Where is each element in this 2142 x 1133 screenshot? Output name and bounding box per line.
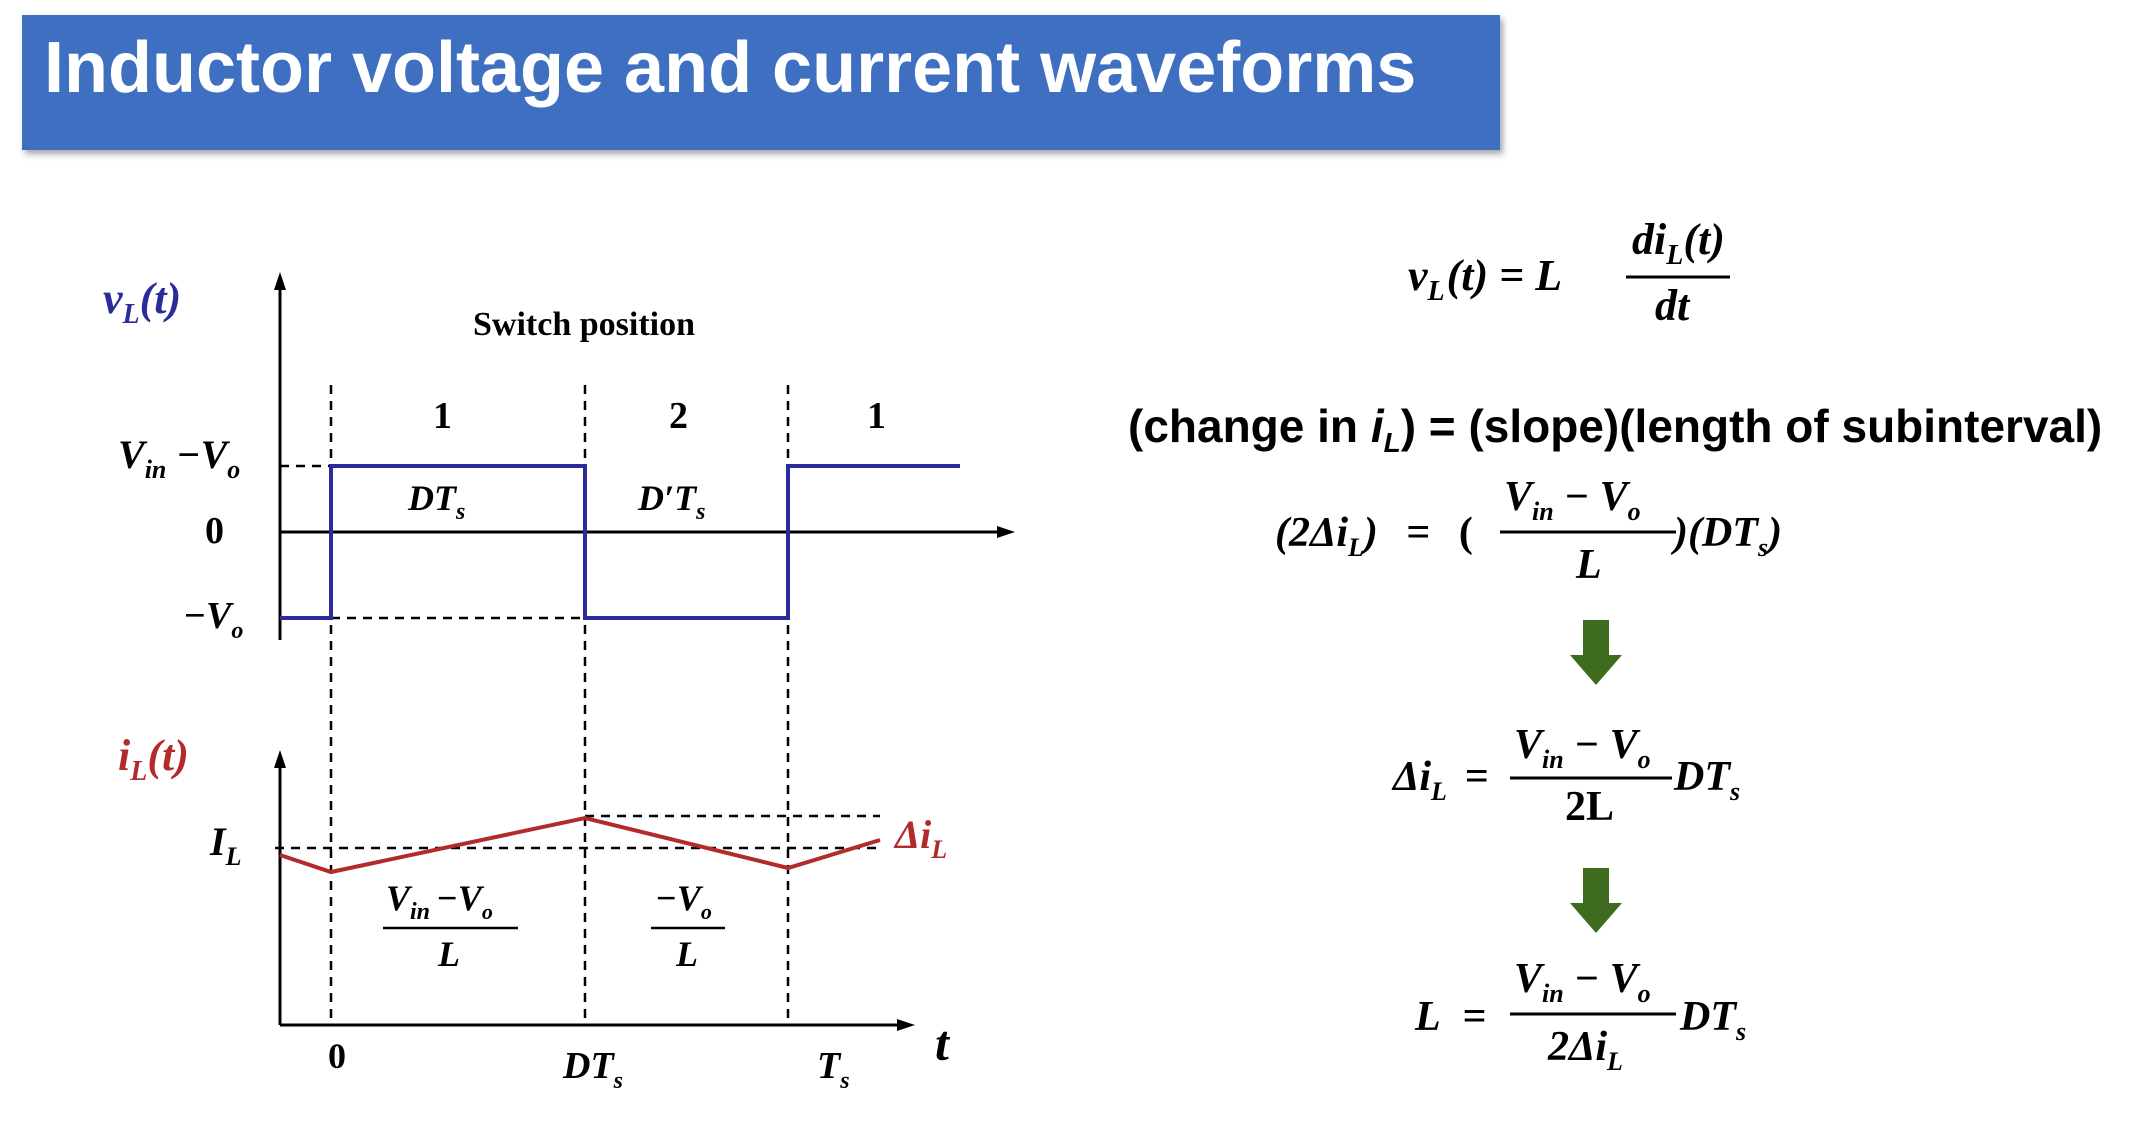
voltage-waveform	[280, 464, 960, 620]
eq4-tail: DTs	[1679, 994, 1746, 1046]
slope-2-numerator: −Vo	[655, 878, 712, 924]
eq3-lhs: ΔiL =	[1391, 754, 1489, 806]
eq3-denominator: 2L	[1565, 784, 1614, 830]
interval-1-label: DTs	[407, 478, 465, 525]
slope-1-denominator: L	[437, 934, 460, 974]
slide-title: Inductor voltage and current waveforms	[44, 28, 1417, 108]
eq4-numerator: Vin − Vo	[1514, 956, 1651, 1008]
slope-1-numerator: Vin −Vo	[386, 878, 493, 925]
ripple-label: ΔiL	[893, 812, 947, 864]
voltage-time-axis-arrow	[997, 526, 1015, 538]
eq1-numerator: diL(t)	[1632, 215, 1725, 271]
interval-2-label: D′Ts	[637, 478, 705, 525]
time-tick-dts: DTs	[562, 1045, 623, 1094]
voltage-axis-label: vL(t)	[103, 274, 181, 330]
position-1-label: 1	[433, 395, 452, 437]
position-2-label: 2	[669, 395, 688, 437]
eq3-numerator: Vin − Vo	[1514, 722, 1651, 774]
eq1-lhs: vL(t) = L	[1408, 251, 1562, 307]
eq2-numerator: Vin − Vo	[1504, 474, 1641, 526]
current-axis-label: iL(t)	[118, 731, 189, 787]
eq2-denominator: L	[1575, 542, 1602, 588]
current-waveform	[279, 815, 881, 875]
level-low-label: −Vo	[183, 595, 243, 644]
eq4-lhs: L =	[1414, 994, 1487, 1040]
waveform-diagram: vL(t) Switch position 1 2 1 Vin −Vo 0 −Vo…	[103, 272, 1015, 1094]
current-avg-label: IL	[209, 819, 241, 871]
level-high-label: Vin −Vo	[118, 432, 240, 484]
voltage-y-axis-arrow	[274, 272, 286, 290]
position-3-label: 1	[867, 395, 886, 437]
eq4-denominator: 2ΔiL	[1547, 1024, 1623, 1076]
current-y-axis-arrow	[274, 750, 286, 768]
switch-position-label: Switch position	[473, 306, 695, 343]
statement-text: (change in iL) = (slope)(length of subin…	[1128, 400, 2102, 458]
time-axis-label: t	[935, 1015, 951, 1071]
level-zero-label: 0	[205, 510, 224, 552]
eq2-tail: )(DTs)	[1670, 510, 1782, 562]
slope-2-denominator: L	[675, 934, 698, 974]
eq3-tail: DTs	[1673, 754, 1740, 806]
eq2-lhs: (2ΔiL) = (	[1275, 510, 1473, 562]
time-tick-0: 0	[328, 1036, 346, 1076]
title-bar: Inductor voltage and current waveforms	[22, 15, 1500, 150]
time-tick-ts: Ts	[817, 1045, 850, 1094]
eq1-denominator: dt	[1655, 281, 1691, 330]
current-time-axis-arrow	[897, 1019, 915, 1031]
